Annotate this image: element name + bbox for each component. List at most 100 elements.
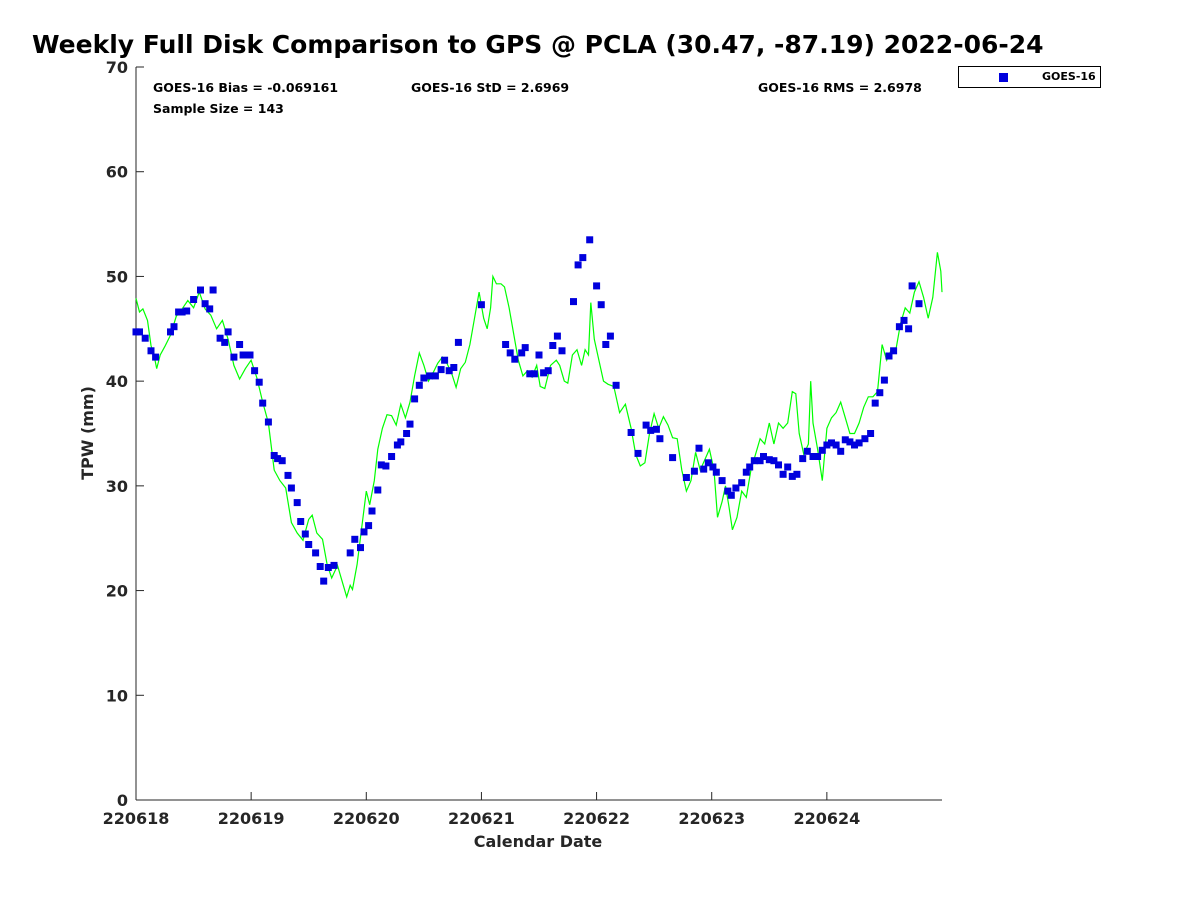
goes16-point: [420, 374, 428, 382]
goes16-point: [239, 351, 247, 359]
goes16-point: [287, 484, 295, 492]
goes16-point: [518, 349, 526, 357]
goes16-point: [224, 328, 232, 336]
goes16-point: [612, 381, 620, 389]
goes16-point: [709, 463, 717, 471]
goes16-point: [330, 561, 338, 569]
goes16-point: [377, 461, 385, 469]
goes16-point: [718, 477, 726, 485]
goes16-point: [535, 351, 543, 359]
goes16-point: [368, 507, 376, 515]
goes16-point: [652, 425, 660, 433]
x-tick-label: 220622: [563, 809, 630, 828]
goes16-point: [669, 454, 677, 462]
goes16-point: [382, 462, 390, 470]
goes16-point: [750, 457, 758, 465]
sample-size-stat: Sample Size = 143: [153, 101, 284, 116]
goes16-point: [695, 444, 703, 452]
goes16-point: [627, 429, 635, 436]
goes16-point: [900, 316, 908, 324]
goes16-point: [682, 474, 690, 481]
x-axis-label: Calendar Date: [474, 832, 603, 851]
goes16-point: [738, 479, 746, 487]
goes16-point: [324, 564, 332, 571]
goes16-point: [360, 528, 368, 536]
goes16-point: [264, 418, 272, 426]
goes16-point: [206, 305, 214, 313]
goes16-point: [880, 376, 888, 384]
goes16-point: [851, 441, 858, 449]
goes16-point: [284, 471, 292, 479]
goes16-point: [274, 455, 282, 463]
x-tick-label: 220618: [103, 809, 170, 828]
goes16-point: [147, 347, 155, 355]
goes16-point: [351, 535, 359, 543]
goes16-point: [700, 465, 708, 473]
goes16-point: [530, 370, 538, 378]
chart-title: Weekly Full Disk Comparison to GPS @ PCL…: [32, 30, 1044, 59]
goes16-point: [403, 430, 411, 437]
goes16-point: [312, 549, 320, 557]
goes16-point: [183, 307, 191, 315]
goes16-point: [426, 372, 434, 380]
goes16-point: [803, 447, 811, 455]
goes16-point: [770, 457, 778, 465]
goes16-point: [251, 367, 259, 375]
goes16-point: [885, 352, 893, 360]
goes16-point: [216, 334, 224, 342]
goes16-point: [704, 459, 712, 467]
goes16-point: [712, 468, 720, 476]
goes16-point: [574, 261, 582, 269]
goes16-point: [357, 544, 364, 552]
goes16-point: [544, 367, 552, 375]
goes16-point: [823, 441, 831, 449]
goes16-point: [642, 421, 650, 429]
goes16-point: [915, 300, 923, 308]
goes16-point: [765, 456, 773, 464]
goes16-point: [895, 323, 903, 331]
goes16-point: [454, 338, 462, 346]
x-tick-label: 220619: [218, 809, 285, 828]
std-stat: GOES-16 StD = 2.6969: [411, 80, 570, 95]
goes16-point: [502, 341, 510, 348]
x-tick-label: 220621: [448, 809, 515, 828]
goes16-point: [346, 549, 354, 557]
goes16-point: [553, 332, 561, 340]
goes16-point: [388, 453, 396, 460]
goes16-point: [259, 399, 267, 407]
goes16-point: [316, 563, 324, 570]
goes16-point: [861, 435, 869, 443]
goes16-point: [190, 296, 198, 303]
goes16-point: [818, 446, 826, 454]
rms-stat: GOES-16 RMS = 2.6978: [758, 80, 922, 95]
y-axis-label: TPW (mm): [78, 386, 97, 480]
goes16-point: [579, 254, 587, 262]
goes16-point: [141, 334, 149, 342]
goes16-point: [593, 282, 601, 290]
goes16-point: [506, 349, 514, 357]
y-tick-label: 60: [106, 163, 128, 182]
goes16-point: [365, 522, 373, 530]
goes16-point: [278, 457, 286, 465]
legend-label-goes16: GOES-16: [1042, 70, 1096, 83]
goes16-point: [727, 491, 735, 499]
goes16-point: [221, 338, 229, 346]
goes16-point: [397, 438, 405, 446]
goes16-point: [320, 577, 328, 585]
goes16-point: [867, 430, 875, 437]
goes16-point: [293, 499, 301, 507]
goes16-point: [828, 439, 835, 447]
goes16-point: [450, 364, 458, 371]
goes16-point: [799, 455, 807, 463]
goes16-point: [230, 353, 238, 361]
goes16-point: [521, 344, 529, 352]
gps-line: [135, 252, 943, 600]
goes16-point: [445, 367, 453, 375]
y-tick-label: 50: [106, 267, 128, 286]
x-tick-label: 220623: [678, 809, 745, 828]
goes16-point: [297, 518, 305, 525]
goes16-point: [756, 457, 764, 465]
goes16-point: [201, 300, 209, 308]
goes16-point: [170, 323, 178, 331]
goes16-point: [197, 286, 204, 294]
